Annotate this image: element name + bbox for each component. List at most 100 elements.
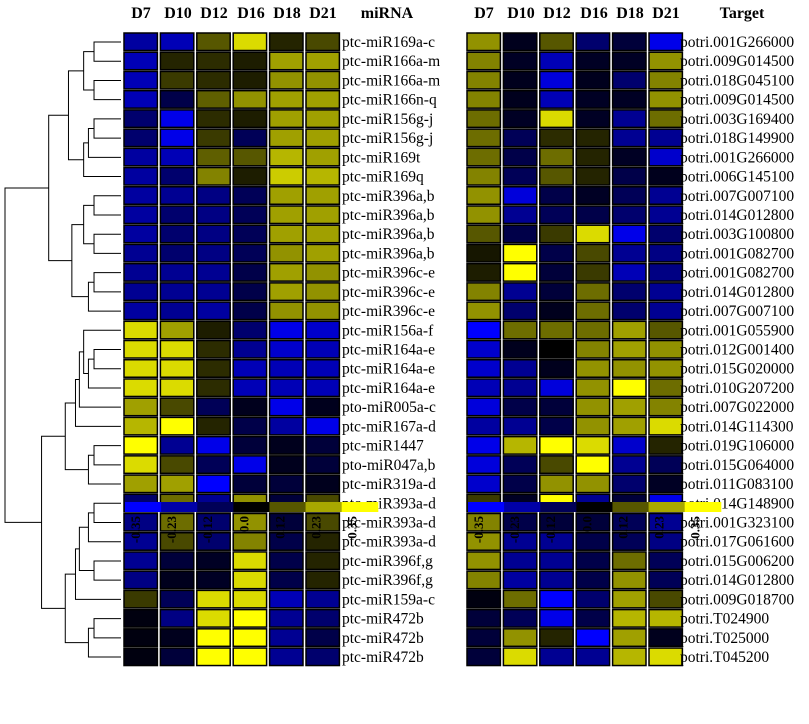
target-cell	[648, 301, 684, 321]
target-cell	[575, 147, 611, 167]
target-heatmap-cells	[466, 32, 684, 667]
mirna-cell	[268, 301, 304, 321]
mirna-cell	[232, 70, 268, 90]
target-cell	[502, 89, 538, 109]
target-cell	[648, 282, 684, 302]
mirna-cell	[232, 282, 268, 302]
dendrogram-branch	[87, 454, 121, 485]
target-cell	[648, 320, 684, 340]
mirna-cell	[123, 32, 159, 52]
target-cell	[466, 262, 502, 282]
mirna-cell	[232, 301, 268, 321]
colorbar-tick-label: -0.35	[471, 516, 486, 544]
colorbar-swatch	[540, 502, 577, 512]
mirna-cell	[305, 474, 341, 494]
target-cell	[611, 51, 647, 71]
mirna-cell	[232, 320, 268, 340]
mirna-row-label: ptc-miR319a-d	[342, 476, 436, 493]
target-cell	[575, 512, 611, 532]
dendrogram-branch	[93, 560, 121, 581]
target-cell	[575, 224, 611, 244]
mirna-cell	[123, 128, 159, 148]
mirna-cell	[123, 147, 159, 167]
row-dendrogram	[4, 41, 121, 658]
target-cell	[539, 512, 574, 532]
mirna-cell	[123, 435, 159, 455]
target-row-labels: potri.001G266000 potri.009G014500 potri.01…	[680, 34, 794, 666]
mirna-row-label: ptc-miR169a-c	[342, 34, 435, 51]
target-cell	[539, 70, 574, 90]
mirna-col-header: D7	[131, 5, 151, 22]
mirna-cell	[123, 339, 159, 359]
mirna-row-label: ptc-miR164a-e	[342, 361, 435, 378]
target-cell	[539, 320, 574, 340]
dendrogram-branch	[87, 127, 121, 158]
dendrogram-branch	[87, 281, 121, 312]
target-cell	[575, 397, 611, 417]
target-cell	[611, 358, 647, 378]
target-cell	[575, 551, 611, 571]
target-cell	[648, 628, 684, 648]
target-cell	[502, 262, 538, 282]
target-cell	[466, 474, 502, 494]
mirna-cell	[268, 339, 304, 359]
mirna-row-label: ptc-miR164a-e	[342, 342, 435, 359]
target-cell	[539, 301, 574, 321]
mirna-cell	[159, 282, 195, 302]
target-cell	[539, 205, 574, 225]
mirna-cell	[305, 186, 341, 206]
mirna-cell	[159, 51, 195, 71]
mirna-row-label: ptc-miR396f,g	[342, 553, 433, 570]
mirna-row-label: ptc-miR166a-m	[342, 53, 440, 70]
target-cell	[611, 589, 647, 609]
mirna-cell	[196, 416, 231, 436]
mirna-row-label: ptc-miR159a-c	[342, 591, 435, 608]
target-row-label: potri.007G022000	[680, 399, 794, 416]
mirna-cell	[123, 262, 159, 282]
target-cell	[648, 551, 684, 571]
target-cell	[611, 224, 647, 244]
target-cell	[539, 531, 574, 551]
target-cell	[539, 435, 574, 455]
target-cell	[539, 166, 574, 186]
dendrogram-branch	[78, 351, 121, 408]
colorbar-tick-label: -0.12	[543, 516, 558, 543]
target-cell	[466, 628, 502, 648]
target-cell	[502, 474, 538, 494]
target-cell	[575, 243, 611, 263]
target-cell	[466, 147, 502, 167]
dendrogram-branch	[93, 445, 121, 466]
colorbar-swatch	[305, 502, 343, 512]
mirna-row-label: ptc-miR169t	[342, 149, 421, 166]
target-cell	[502, 128, 538, 148]
target-cell	[575, 70, 611, 90]
target-cell	[502, 378, 538, 398]
target-cell	[539, 397, 574, 417]
target-cell	[466, 186, 502, 206]
target-column-headers: D7 D10 D12 D16 D18 D21 Target	[474, 5, 765, 22]
target-cell	[575, 205, 611, 225]
mirna-cell	[159, 70, 195, 90]
target-cell	[466, 89, 502, 109]
mirna-row-labels: ptc-miR169a-c ptc-miR166a-m ptc-miR166a-m p…	[342, 34, 440, 666]
mirna-cell	[305, 628, 341, 648]
mirna-cell	[305, 455, 341, 475]
dendrogram-branch	[83, 204, 95, 245]
mirna-cell	[196, 339, 231, 359]
target-cell	[539, 32, 574, 52]
mirna-cell	[305, 531, 341, 551]
target-cell	[466, 320, 502, 340]
mirna-cell	[305, 243, 341, 263]
mirna-cell	[268, 589, 304, 609]
mirna-cell	[305, 589, 341, 609]
target-cell	[466, 455, 502, 475]
target-row-label: potri.001G266000	[680, 34, 794, 51]
mirna-cell	[268, 224, 304, 244]
mirna-cell	[268, 608, 304, 628]
target-cell	[575, 32, 611, 52]
target-cell	[539, 378, 574, 398]
mirna-cell	[305, 166, 341, 186]
colorbar-swatch	[576, 502, 613, 512]
target-cell	[648, 262, 684, 282]
mirna-cell	[268, 455, 304, 475]
